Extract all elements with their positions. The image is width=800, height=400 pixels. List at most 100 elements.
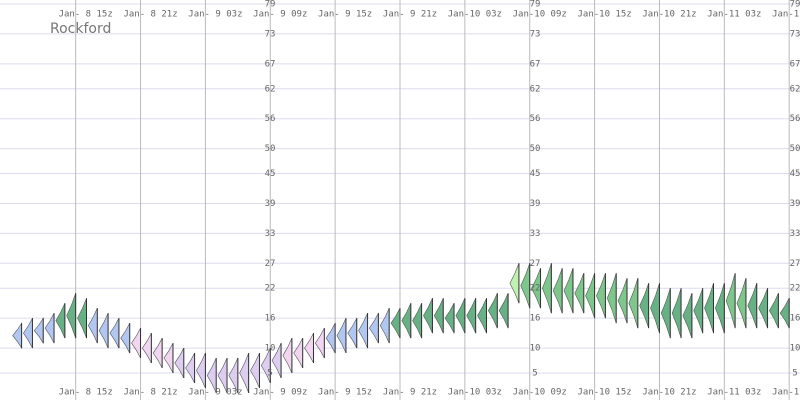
range-glyph [520, 263, 531, 309]
x-tick-label: Jan- 9 03z [188, 388, 242, 398]
range-glyph [639, 283, 649, 329]
y-tick-label: 50 [790, 144, 800, 154]
y-tick-label: 39 [265, 199, 276, 209]
x-tick-label: Jan- 8 15z [59, 10, 113, 20]
range-glyph [55, 303, 66, 339]
range-glyph [379, 308, 390, 344]
y-tick-label: 79 [790, 0, 800, 10]
range-glyph [141, 332, 152, 364]
y-tick-label: 62 [530, 84, 541, 94]
x-tick-label: Jan-11 09z [772, 10, 800, 20]
range-glyph [498, 293, 509, 329]
range-glyph [304, 332, 314, 364]
range-glyph [585, 273, 595, 319]
range-glyph [736, 278, 747, 329]
x-tick-label: Jan-10 21z [642, 10, 696, 20]
y-tick-label: 79 [265, 0, 276, 10]
range-glyph [542, 263, 552, 314]
x-tick-label: Jan- 8 15z [59, 388, 113, 398]
y-tick-label: 73 [530, 29, 541, 39]
range-glyph [433, 298, 444, 334]
range-glyph [671, 288, 682, 339]
range-glyph [444, 303, 455, 334]
range-glyph [628, 278, 639, 329]
y-tick-label: 67 [790, 59, 800, 69]
y-tick-label: 33 [790, 229, 800, 239]
x-tick-label: Jan-10 03z [448, 388, 502, 398]
range-glyph [509, 263, 520, 304]
x-tick-label: Jan-10 09z [513, 388, 567, 398]
range-glyph [12, 322, 22, 350]
y-tick-label: 62 [265, 84, 276, 94]
marks [12, 263, 790, 394]
range-glyph [779, 298, 790, 329]
range-glyph [77, 298, 87, 339]
y-tick-label: 67 [530, 59, 541, 69]
y-tick-label: 10 [790, 344, 800, 354]
x-tick-label: Jan-10 03z [448, 10, 502, 20]
y-tick-label: 39 [790, 199, 800, 209]
range-glyph [650, 283, 660, 334]
range-glyph [314, 327, 325, 359]
range-glyph [725, 273, 736, 329]
range-glyph [617, 278, 628, 324]
range-glyph [282, 337, 293, 374]
y-tick-label: 10 [265, 344, 276, 354]
range-glyph [401, 303, 412, 339]
y-tick-label: 56 [790, 114, 800, 124]
range-glyph [563, 268, 574, 314]
y-tick-label: 45 [790, 169, 800, 179]
y-tick-label: 39 [530, 199, 541, 209]
y-tick-label: 50 [530, 144, 541, 154]
x-tick-label: Jan- 9 03z [188, 10, 242, 20]
y-tick-label: 27 [265, 259, 276, 269]
x-tick-label: Jan- 9 15z [318, 388, 372, 398]
y-tick-label: 45 [265, 169, 276, 179]
range-glyph [574, 273, 585, 314]
y-tick-label: 22 [530, 284, 541, 294]
y-tick-label: 16 [530, 314, 541, 324]
range-glyph [185, 352, 195, 384]
x-tick-label: Jan-11 03z [707, 10, 761, 20]
range-glyph [109, 318, 120, 349]
range-glyph [390, 308, 401, 339]
range-glyph [769, 293, 779, 329]
x-tick-label: Jan- 9 21z [383, 388, 437, 398]
range-glyph [412, 303, 422, 339]
x-tick-label: Jan-10 09z [513, 10, 567, 20]
y-tick-label: 27 [790, 259, 800, 269]
range-glyph [455, 298, 466, 334]
x-tick-label: Jan- 8 21z [123, 10, 177, 20]
range-glyph [487, 293, 498, 329]
range-glyph [347, 318, 358, 349]
y-tick-label: 33 [530, 229, 541, 239]
y-tick-label: 62 [790, 84, 800, 94]
x-tick-label: Jan- 9 09z [253, 388, 307, 398]
range-glyph [552, 268, 563, 314]
range-glyph [466, 298, 476, 334]
y-tick-label: 73 [790, 29, 800, 39]
y-tick-label: 45 [530, 169, 541, 179]
range-glyph [693, 288, 704, 334]
x-tick-label: Jan- 8 21z [123, 388, 177, 398]
y-tick-label: 56 [530, 114, 541, 124]
range-glyph [23, 318, 33, 349]
range-glyph [87, 308, 98, 344]
range-glyph [250, 352, 260, 389]
range-glyph [293, 337, 304, 369]
range-glyph [606, 273, 617, 324]
y-tick-label: 73 [265, 29, 276, 39]
y-tick-label: 33 [265, 229, 276, 239]
range-glyph [758, 288, 768, 329]
range-glyph [66, 293, 76, 339]
x-tick-label: Jan-11 03z [707, 388, 761, 398]
range-glyph [423, 298, 433, 334]
y-tick-label: 67 [265, 59, 276, 69]
range-glyph [152, 337, 163, 369]
x-tick-label: Jan-11 09z [772, 388, 800, 398]
range-glyph [660, 288, 671, 339]
x-tick-label: Jan- 9 21z [383, 10, 437, 20]
y-tick-label: 5 [792, 369, 797, 379]
x-tick-label: Jan- 9 15z [318, 10, 372, 20]
